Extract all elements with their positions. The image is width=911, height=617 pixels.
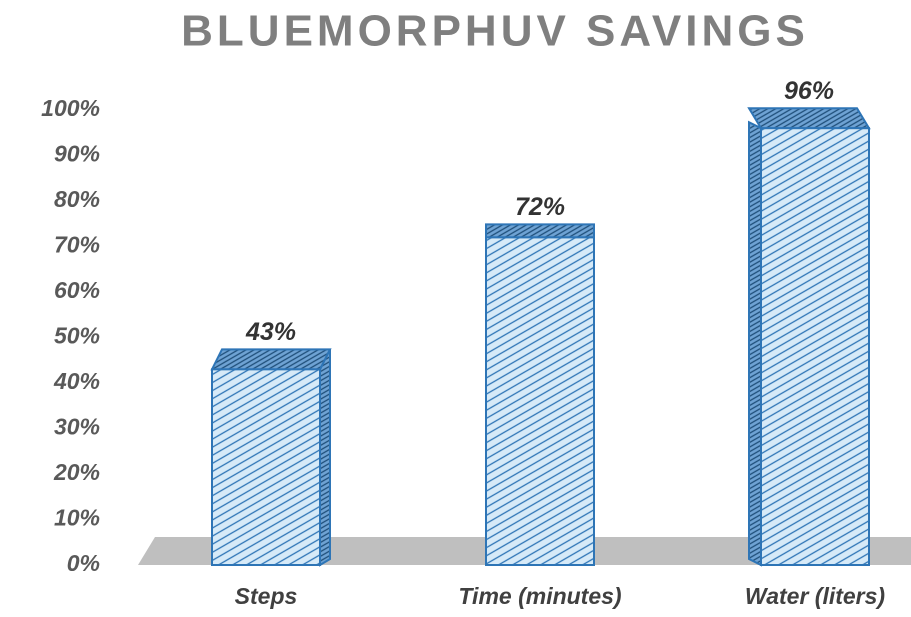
bar: [760, 127, 870, 566]
chart-title: BLUEMORPHUV SAVINGS: [181, 7, 809, 56]
y-tick-label: 60%: [54, 277, 100, 303]
y-tick-label: 40%: [53, 368, 100, 394]
value-label: 96%: [784, 77, 834, 105]
value-label: 72%: [515, 193, 565, 221]
bar-top: [210, 348, 332, 371]
bar-top: [485, 223, 595, 239]
y-tick-label: 80%: [54, 186, 100, 212]
y-tick-label: 70%: [54, 232, 100, 258]
y-tick-label: 30%: [54, 414, 100, 440]
x-tick-label: Time (minutes): [458, 583, 621, 609]
y-tick-label: 90%: [54, 141, 100, 167]
x-tick-label: Steps: [235, 583, 298, 609]
bar: [485, 236, 595, 566]
bar: [211, 368, 321, 566]
y-tick-label: 20%: [53, 459, 100, 485]
y-tick-label: 10%: [54, 505, 100, 531]
y-tick-label: 0%: [67, 550, 100, 576]
bar-side: [319, 348, 331, 567]
bar-top: [747, 107, 871, 130]
value-label: 43%: [245, 318, 296, 346]
y-tick-label: 100%: [41, 95, 100, 121]
x-tick-label: Water (liters): [745, 583, 885, 609]
bar-side: [748, 120, 762, 567]
y-tick-label: 50%: [54, 323, 100, 349]
